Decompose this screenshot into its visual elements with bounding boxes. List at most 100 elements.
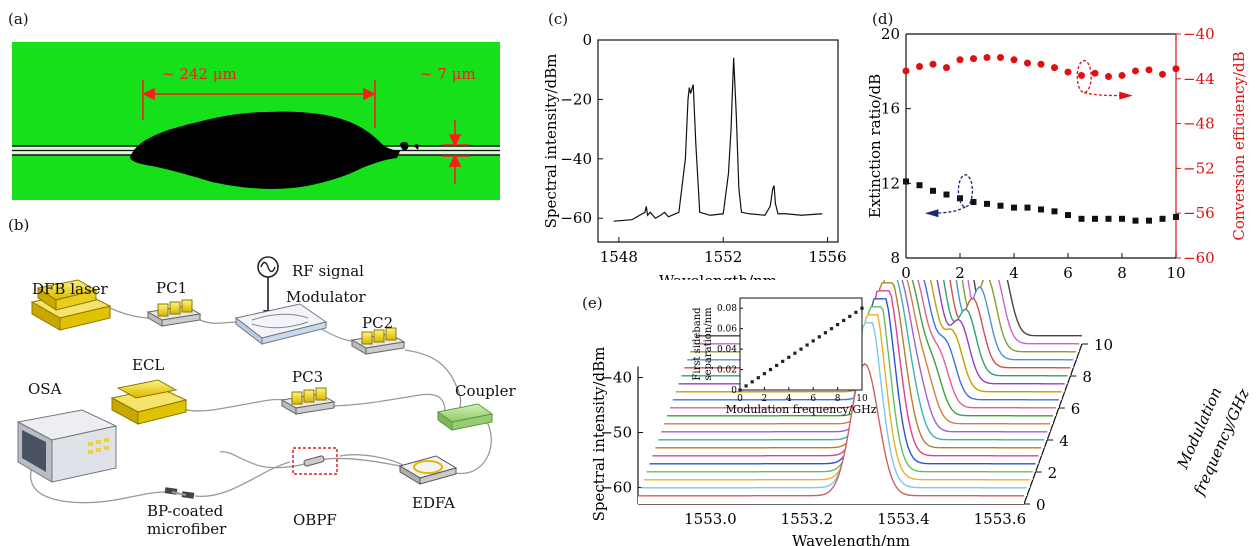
conversion-point [1010, 56, 1018, 64]
extinction-point [1038, 206, 1044, 213]
extinction-point [916, 182, 923, 189]
x-tick-label: 2 [955, 264, 965, 280]
extinction-point [1173, 213, 1179, 220]
spectrum-trace [649, 298, 1036, 465]
x-tick-label: 1548 [600, 248, 638, 266]
ecl-label: ECL [132, 356, 165, 374]
experimental-setup-diagram [16, 256, 494, 504]
y-axis-label: Spectral intensity/dBm [542, 54, 560, 229]
waterfall-spectra-chart-e: 1553.0 1553.2 1553.4 1553.6−40−50−600246810… [590, 280, 1253, 546]
inset-chart: 0 2 4 6 8 10 0 0.02 0.04 0.06 0.08 Modulation frequ… [692, 297, 877, 416]
inset-x-tick-label: 8 [835, 394, 841, 404]
conversion-point [970, 55, 977, 63]
conversion-point [943, 64, 950, 72]
inset-point [762, 372, 766, 376]
inset-point [842, 318, 846, 323]
inset-frame [739, 297, 863, 391]
extinction-point [984, 200, 990, 207]
spectrum-chart-c: 1548 1552 1556 0 −20 −40 −60 Wavelength/nm Spect… [542, 31, 847, 280]
length-dimension [142, 80, 376, 128]
edfa-icon [398, 455, 458, 485]
conversion-point [983, 54, 991, 62]
extinction-point [930, 187, 936, 194]
conversion-point [1091, 69, 1099, 77]
inset-point [799, 347, 803, 351]
modulator-icon [234, 303, 328, 346]
extinction-point [1105, 215, 1112, 222]
inset-point [805, 343, 809, 347]
inset-point [775, 363, 779, 368]
trace-mask [678, 280, 1065, 392]
extinction-conversion-chart-d: 02468108121620−40−44−48−52−56−60Modulati… [866, 25, 1248, 280]
inset-point [811, 339, 815, 343]
x-tick-label: 0 [901, 264, 911, 280]
y2-tick-label: −48 [1183, 115, 1215, 133]
x-tick-label: 1553.2 [781, 510, 834, 528]
inset-point [854, 310, 858, 314]
inset-point [817, 335, 821, 339]
x-tick-label: 1553.4 [877, 510, 930, 528]
pc2-label: PC2 [362, 314, 394, 332]
inset-y-axis-label-line1: First sideband [692, 307, 703, 381]
conversion-point [902, 67, 910, 75]
pc3-icon [280, 387, 336, 415]
diameter-label: ~ 7 μm [420, 65, 476, 83]
y-tick-label: −20 [560, 90, 592, 108]
z-tick-label: 2 [1048, 464, 1058, 482]
diameter-dimension [442, 120, 470, 184]
x-tick-label: 1553.6 [974, 510, 1027, 528]
obpf-icon [303, 455, 325, 467]
y-tick-label: −50 [600, 424, 632, 442]
z-tick-label: 6 [1071, 400, 1081, 418]
x-tick-label: 1556 [808, 248, 846, 266]
conversion-point [997, 54, 1004, 62]
z-tick-label: 4 [1059, 432, 1069, 450]
conversion-point [916, 62, 923, 70]
inset-point [756, 376, 760, 380]
conversion-point [1078, 71, 1085, 79]
y-tick-label: 16 [881, 100, 900, 118]
spectrum-trace [640, 322, 1027, 489]
coupler-label: Coupler [455, 382, 516, 400]
inset-y-tick-label: 0.06 [717, 325, 737, 335]
inset-y-tick-label: 0.08 [717, 304, 737, 314]
dfb-laser-icon [30, 279, 112, 331]
inset-point [787, 355, 791, 359]
spectrum-trace [638, 362, 1024, 497]
inset-y-tick-label: 0 [731, 386, 737, 396]
extinction-point [1024, 204, 1031, 211]
y2-tick-label: −56 [1183, 204, 1215, 222]
inset-point [744, 384, 748, 388]
inset-point [829, 327, 834, 331]
bp-coated-label: BP-coated [147, 502, 224, 520]
y-tick-label: 12 [881, 174, 900, 192]
x-tick-label: 8 [1117, 264, 1127, 280]
x-axis-label: Wavelength/nm [659, 272, 777, 280]
bp-deposit-blob [130, 111, 400, 189]
obpf-label: OBPF [293, 511, 337, 529]
y-axis-label: Spectral intensity/dBm [590, 347, 608, 522]
pc1-icon [146, 299, 202, 327]
obpf-highlight-box [292, 447, 338, 475]
extinction-point [1159, 215, 1166, 222]
conversion-point [1132, 67, 1139, 75]
y2-tick-label: −44 [1183, 70, 1215, 88]
y2-axis-label: Conversion efficiency/dB [1230, 51, 1248, 240]
panel-label-c: (c) [548, 10, 569, 28]
extinction-point [903, 178, 909, 185]
ecl-icon [110, 379, 188, 425]
rf-signal-label: RF signal [292, 262, 364, 280]
x-axis-label: Wavelength/nm [792, 532, 910, 546]
panel-label-e: (e) [582, 294, 603, 312]
coupler-icon [436, 403, 494, 431]
extinction-point [1132, 217, 1139, 224]
conversion-arrowhead [1119, 91, 1133, 100]
extinction-point [1011, 204, 1017, 211]
pc2-icon [350, 327, 406, 355]
panel-label-d: (d) [872, 10, 894, 28]
inset-point [793, 351, 797, 355]
y-tick-label: −40 [560, 150, 592, 168]
z-tick-label: 0 [1036, 496, 1046, 514]
panel-label-a: (a) [8, 10, 29, 28]
conversion-point [956, 56, 964, 64]
